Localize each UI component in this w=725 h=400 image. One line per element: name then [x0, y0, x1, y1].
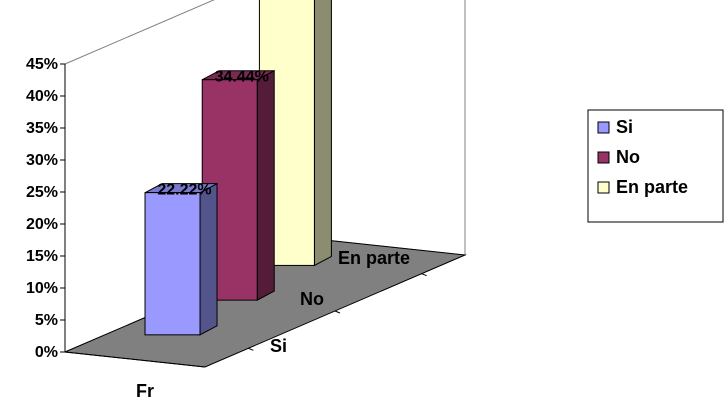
y-tick-label: 40%	[26, 88, 58, 105]
y-tick-label: 15%	[26, 248, 58, 265]
legend-swatch	[597, 121, 610, 134]
y-tick-label: 35%	[26, 120, 58, 137]
bar-si	[144, 182, 218, 336]
legend-swatch	[597, 151, 610, 164]
bar-side-face	[256, 69, 275, 301]
legend-label: No	[616, 147, 640, 167]
data-label-no: 34.44%	[215, 69, 269, 86]
y-tick-label: 0%	[35, 344, 58, 361]
y-tick-label: 25%	[26, 184, 58, 201]
bar-side-face	[313, 0, 332, 267]
data-label-si: 22.22%	[157, 182, 211, 199]
chart-axes: 0% 5% 10% 15% 20% 25% 30% 35% 40% 45% Fr	[26, 56, 427, 400]
y-tick-label: 45%	[26, 56, 58, 73]
y-tick-label: 20%	[26, 216, 58, 233]
legend-label: En parte	[616, 177, 688, 197]
chart-bars	[144, 0, 332, 336]
legend-swatch	[597, 181, 610, 194]
x-category-label: Fr	[136, 381, 154, 400]
depth-label-3: En parte	[338, 248, 410, 268]
y-tick-label: 10%	[26, 280, 58, 297]
x-axis-line	[64, 351, 206, 368]
chart-legend: Si No En parte	[587, 109, 724, 223]
depth-label-1: Si	[270, 336, 287, 356]
y-tick-label: 5%	[35, 312, 58, 329]
depth-tick	[421, 273, 427, 277]
depth-tick	[248, 347, 254, 351]
depth-label-2: No	[300, 289, 324, 309]
back-wall	[324, 0, 466, 256]
bar-side-face	[199, 182, 218, 336]
legend-box	[587, 109, 724, 223]
y-tick-label: 30%	[26, 152, 58, 169]
depth-tick	[334, 310, 341, 314]
legend-label: Si	[616, 117, 633, 137]
bar-front-face	[144, 192, 201, 336]
